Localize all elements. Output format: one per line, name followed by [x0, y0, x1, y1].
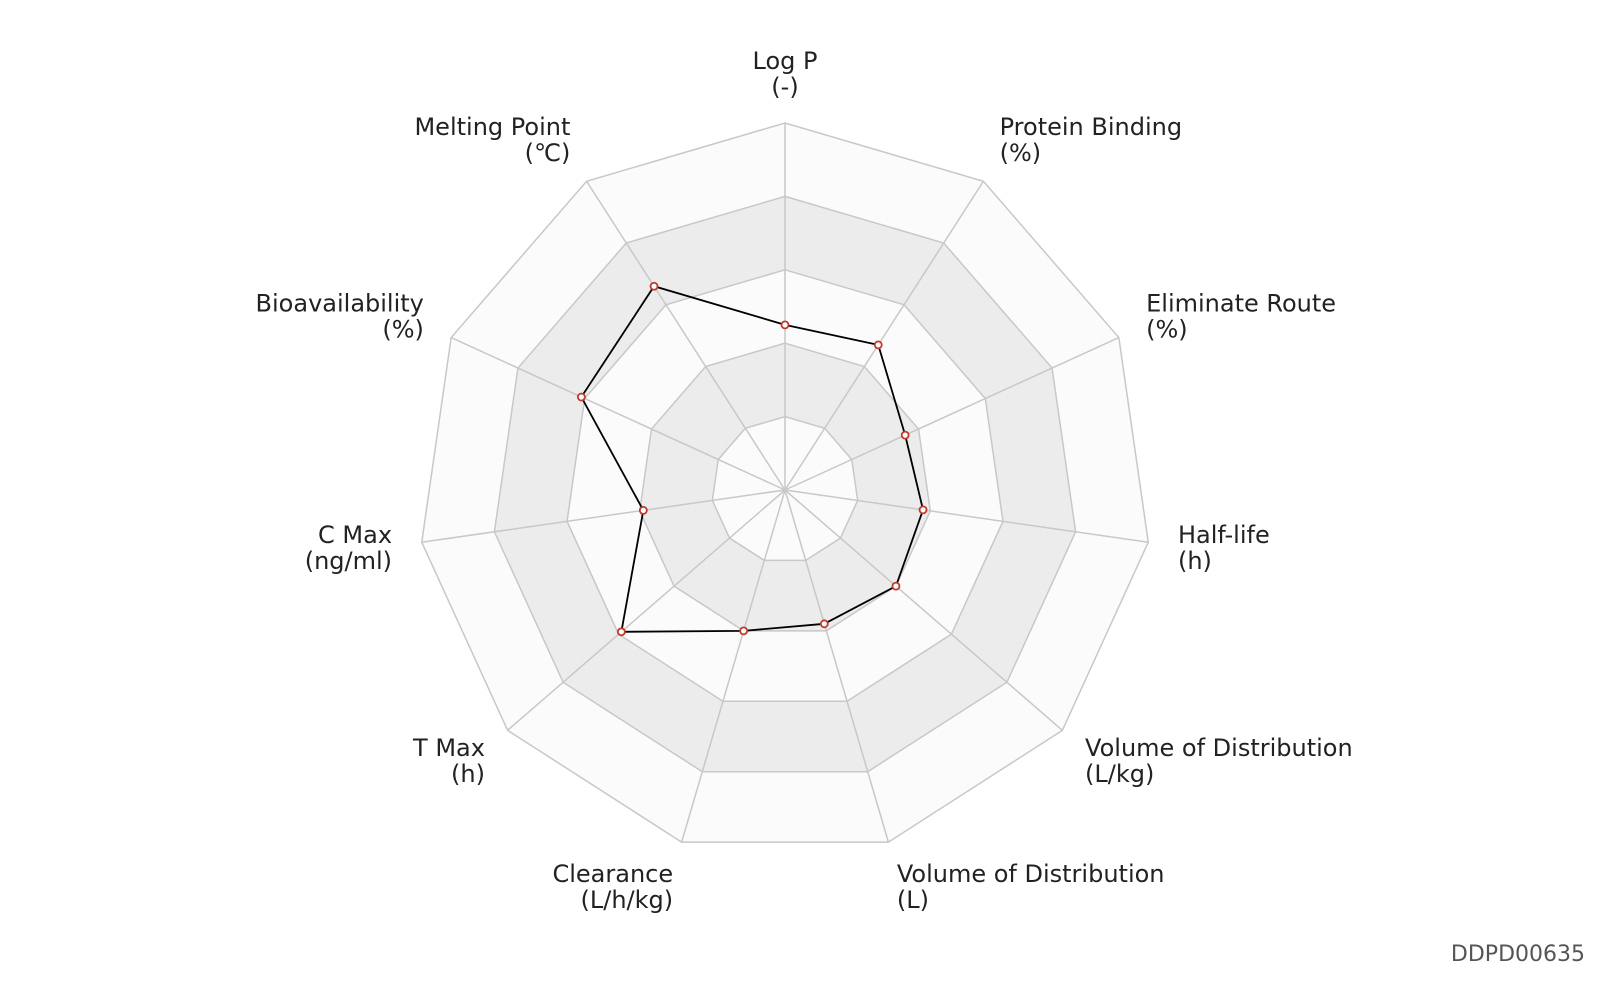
axis-label: Melting Point	[414, 113, 570, 141]
axis-spoke	[784, 180, 985, 491]
axis-unit: (h)	[451, 760, 485, 788]
axis-spoke	[784, 489, 1063, 731]
axis-unit: (-)	[771, 73, 798, 101]
axis-spoke	[784, 489, 890, 843]
axis-unit: (%)	[1146, 316, 1188, 344]
data-line	[580, 285, 924, 633]
data-point	[900, 430, 910, 440]
axis-label: Bioavailability	[256, 290, 424, 318]
axis-spoke	[680, 489, 786, 843]
data-point	[649, 281, 659, 291]
axis-spoke	[507, 489, 786, 731]
axis-unit: (ng/ml)	[305, 547, 392, 575]
axis-unit: (℃)	[525, 139, 571, 167]
axis-label: Protein Binding	[1000, 113, 1182, 141]
data-point	[891, 581, 901, 591]
axis-label: Eliminate Route	[1146, 290, 1336, 318]
axis-label: C Max	[318, 521, 392, 549]
axis-spoke	[585, 180, 786, 491]
data-point	[873, 340, 883, 350]
axis-unit: (L/h/kg)	[581, 886, 674, 914]
axis-label: Volume of Distribution	[1085, 734, 1353, 762]
data-point	[780, 320, 790, 330]
axis-spoke	[784, 336, 1120, 491]
data-point	[616, 627, 626, 637]
data-point	[638, 505, 648, 515]
axis-unit: (%)	[382, 316, 424, 344]
axis-spoke	[784, 489, 1149, 543]
axis-label: Half-life	[1178, 521, 1270, 549]
axis-unit: (L/kg)	[1085, 760, 1154, 788]
axis-unit: (%)	[1000, 139, 1042, 167]
axis-label: Clearance	[552, 860, 673, 888]
data-point	[819, 619, 829, 629]
data-point	[918, 505, 928, 515]
axis-unit: (L)	[897, 886, 929, 914]
axis-label: Volume of Distribution	[897, 860, 1165, 888]
axis-spoke	[421, 489, 786, 543]
data-point	[576, 392, 586, 402]
axis-spoke	[450, 336, 786, 491]
axis-label: T Max	[412, 734, 485, 762]
axis-unit: (h)	[1178, 547, 1212, 575]
data-point	[739, 626, 749, 636]
axis-label: Log P	[753, 47, 818, 75]
watermark: DDPD00635	[1451, 942, 1585, 967]
